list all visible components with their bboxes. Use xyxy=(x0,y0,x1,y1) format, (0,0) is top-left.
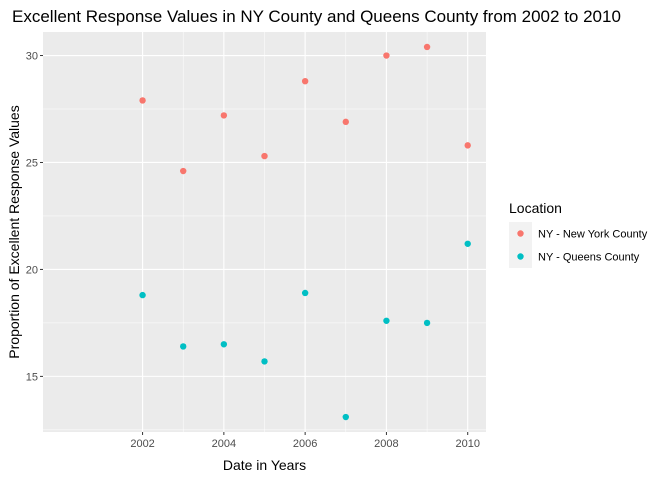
data-point-series-2 xyxy=(220,341,228,348)
x-tick-label: 2002 xyxy=(130,438,154,450)
data-point-series-2 xyxy=(464,240,471,247)
x-tick-label: 2004 xyxy=(212,438,236,450)
legend-label-new-york-county: NY - New York County xyxy=(538,229,648,241)
data-point-series-2 xyxy=(180,343,187,350)
data-point-series-1 xyxy=(423,43,431,51)
y-axis-label: Proportion of Excellent Response Values xyxy=(6,105,22,358)
x-tick-label: 2010 xyxy=(455,438,479,450)
data-point-series-2 xyxy=(383,317,390,324)
data-point-series-1 xyxy=(342,118,349,126)
data-point-series-2 xyxy=(261,358,268,365)
legend-marker-new-york-county xyxy=(517,230,524,237)
data-point-series-2 xyxy=(423,319,431,327)
data-point-series-1 xyxy=(383,52,390,59)
data-point-series-1 xyxy=(220,112,228,119)
data-point-series-2 xyxy=(301,289,309,297)
x-tick-label: 2008 xyxy=(374,438,398,450)
x-axis-label: Date in Years xyxy=(223,457,306,473)
legend: Location NY - New York County NY - Queen… xyxy=(509,200,648,268)
y-axis-ticks: 15 20 25 30 xyxy=(26,51,43,383)
data-point-series-1 xyxy=(261,152,268,160)
x-axis-ticks: 2002 2004 2006 2008 2010 xyxy=(130,432,480,450)
legend-title: Location xyxy=(509,200,562,216)
legend-marker-queens-county xyxy=(517,253,524,260)
chart-title: Excellent Response Values in NY County a… xyxy=(12,7,621,26)
data-point-series-2 xyxy=(342,413,349,421)
data-point-series-1 xyxy=(180,167,187,175)
data-point-series-1 xyxy=(464,142,471,149)
data-point-series-2 xyxy=(139,291,146,299)
legend-label-queens-county: NY - Queens County xyxy=(538,252,640,264)
data-point-series-1 xyxy=(301,77,309,85)
data-points xyxy=(139,43,471,421)
y-tick-label: 15 xyxy=(26,371,38,383)
y-tick-label: 25 xyxy=(26,157,38,169)
y-tick-label: 30 xyxy=(26,51,38,63)
y-tick-label: 20 xyxy=(26,264,38,276)
data-point-series-1 xyxy=(139,97,146,104)
x-tick-label: 2006 xyxy=(293,438,317,450)
